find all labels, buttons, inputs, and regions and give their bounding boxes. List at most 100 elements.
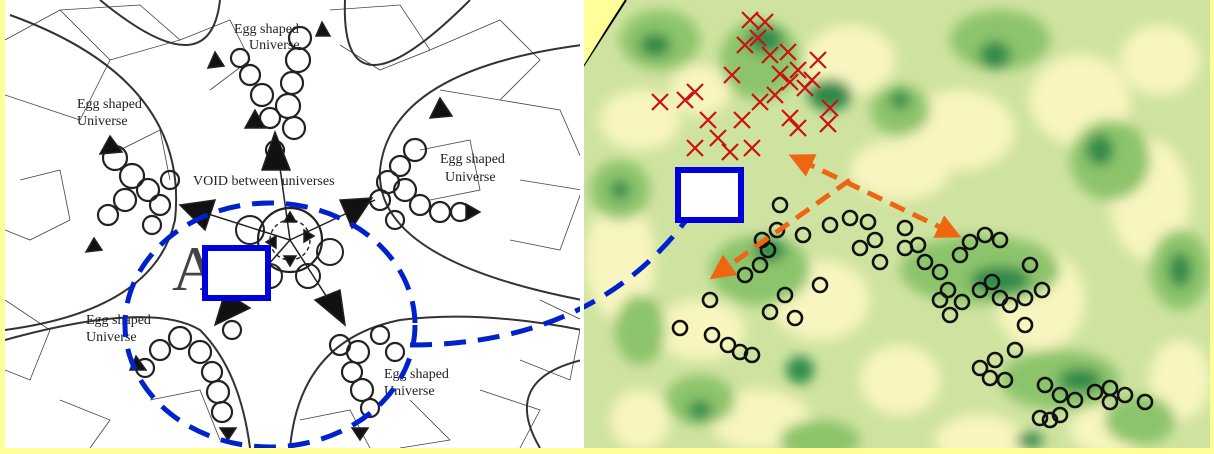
circle-marker-icon bbox=[703, 326, 721, 344]
cross-marker-icon bbox=[743, 139, 761, 157]
triangle-arrow-icon bbox=[282, 210, 298, 223]
light-region bbox=[1150, 340, 1210, 420]
cross-marker-icon bbox=[779, 43, 797, 61]
cross-marker-icon bbox=[686, 139, 704, 157]
green-region bbox=[780, 420, 860, 448]
circle-marker-icon bbox=[961, 233, 979, 251]
circle-marker-icon bbox=[941, 306, 959, 324]
circle-marker-icon bbox=[1001, 296, 1019, 314]
circle-marker-icon bbox=[1066, 391, 1084, 409]
cross-marker-icon bbox=[789, 61, 807, 79]
circle-marker-icon bbox=[1021, 256, 1039, 274]
egg-label-lower-left-line1: Egg shaped bbox=[86, 313, 151, 328]
void-side-circle bbox=[295, 263, 321, 289]
cross-marker-icon bbox=[819, 115, 837, 133]
triangle-arrow-icon bbox=[206, 50, 226, 69]
circle-marker-icon bbox=[701, 291, 719, 309]
dark-region bbox=[1016, 432, 1044, 448]
triangle-arrow-icon bbox=[98, 134, 124, 155]
circle-marker-icon bbox=[971, 359, 989, 377]
circle-marker-icon bbox=[1036, 376, 1054, 394]
cross-marker-icon bbox=[756, 13, 774, 31]
density-map bbox=[585, 10, 1210, 448]
egg-label-upper-left-line2: Universe bbox=[77, 114, 128, 129]
cell-network-lines bbox=[5, 4, 582, 448]
triangle-arrow-icon bbox=[84, 236, 104, 253]
circle-marker-icon bbox=[719, 336, 737, 354]
circle-marker-icon bbox=[871, 253, 889, 271]
triangle-arrow-icon bbox=[218, 427, 238, 442]
cross-marker-icon bbox=[723, 66, 741, 84]
left-panel: Egg shaped Universe Egg shaped Universe … bbox=[5, 0, 582, 448]
circle-marker-icon bbox=[1116, 386, 1134, 404]
left-panel-background bbox=[5, 0, 582, 448]
void-side-circle bbox=[316, 238, 344, 266]
light-region bbox=[610, 390, 670, 448]
light-region bbox=[805, 25, 895, 95]
dashed-link-curve bbox=[409, 206, 698, 348]
triangle-arrow-icon bbox=[313, 288, 347, 327]
cross-marker-icon bbox=[781, 73, 799, 91]
green-region bbox=[615, 295, 665, 365]
circle-marker-icon bbox=[983, 273, 1001, 291]
highlight-box-right bbox=[675, 167, 744, 223]
right-panel bbox=[582, 0, 1210, 448]
light-region bbox=[585, 200, 655, 320]
circle-marker-icon bbox=[751, 256, 769, 274]
circle-marker-icon bbox=[1051, 386, 1069, 404]
dark-region bbox=[890, 90, 910, 110]
egg-label-upper-left-line1: Egg shaped bbox=[77, 97, 142, 112]
cross-marker-icon bbox=[699, 111, 717, 129]
void-label: VOID between universes bbox=[193, 174, 335, 189]
cross-marker-icon bbox=[766, 86, 784, 104]
circle-marker-icon bbox=[996, 371, 1014, 389]
triangle-arrow-icon bbox=[243, 108, 267, 129]
dashed-ellipse bbox=[122, 200, 418, 448]
light-region bbox=[600, 90, 680, 150]
cross-marker-icon bbox=[651, 93, 669, 111]
light-region bbox=[850, 140, 950, 200]
triangle-arrow-icon bbox=[303, 228, 316, 244]
egg-label-top-line2: Universe bbox=[249, 38, 300, 53]
triangle-arrow-icon bbox=[178, 199, 217, 232]
circle-marker-icon bbox=[851, 239, 869, 257]
circle-marker-icon bbox=[931, 291, 949, 309]
cross-marker-icon bbox=[781, 109, 799, 127]
green-region bbox=[1105, 395, 1175, 445]
cross-marker-icon bbox=[751, 93, 769, 111]
circle-marker-icon bbox=[1016, 289, 1034, 307]
highlight-box-left bbox=[202, 245, 271, 301]
circle-marker-icon bbox=[759, 241, 777, 259]
cross-marker-icon bbox=[749, 29, 767, 47]
circle-marker-icon bbox=[811, 276, 829, 294]
dark-region bbox=[610, 180, 630, 200]
triangle-arrow-icon bbox=[350, 427, 370, 442]
dark-region bbox=[688, 400, 712, 420]
egg-label-right-line1: Egg shaped bbox=[440, 152, 505, 167]
circle-marker-icon bbox=[776, 286, 794, 304]
circle-marker-icon bbox=[951, 246, 969, 264]
triangle-arrow-icon bbox=[260, 129, 292, 171]
cross-marker-icon bbox=[676, 91, 694, 109]
circle-marker-icon bbox=[1033, 281, 1051, 299]
circle-marker-icon bbox=[1136, 393, 1154, 411]
circle-marker-icon bbox=[939, 281, 957, 299]
cross-marker-icon bbox=[803, 71, 821, 89]
green-region bbox=[950, 10, 1050, 70]
cross-marker-icon bbox=[741, 11, 759, 29]
circle-marker-icon bbox=[743, 346, 761, 364]
cross-markers bbox=[651, 11, 839, 161]
triangle-arrow-icon bbox=[314, 20, 332, 37]
dark-region bbox=[979, 41, 1011, 69]
cross-marker-icon bbox=[809, 51, 827, 69]
circle-marker-icon bbox=[768, 221, 786, 239]
circle-marker-icon bbox=[1031, 409, 1049, 427]
cross-marker-icon bbox=[821, 99, 839, 117]
circle-marker-icon bbox=[771, 196, 789, 214]
light-region bbox=[935, 415, 1025, 448]
circle-marker-icon bbox=[1016, 316, 1034, 334]
map-edge-line bbox=[582, 0, 627, 69]
egg-label-lower-left-line2: Universe bbox=[86, 330, 137, 345]
